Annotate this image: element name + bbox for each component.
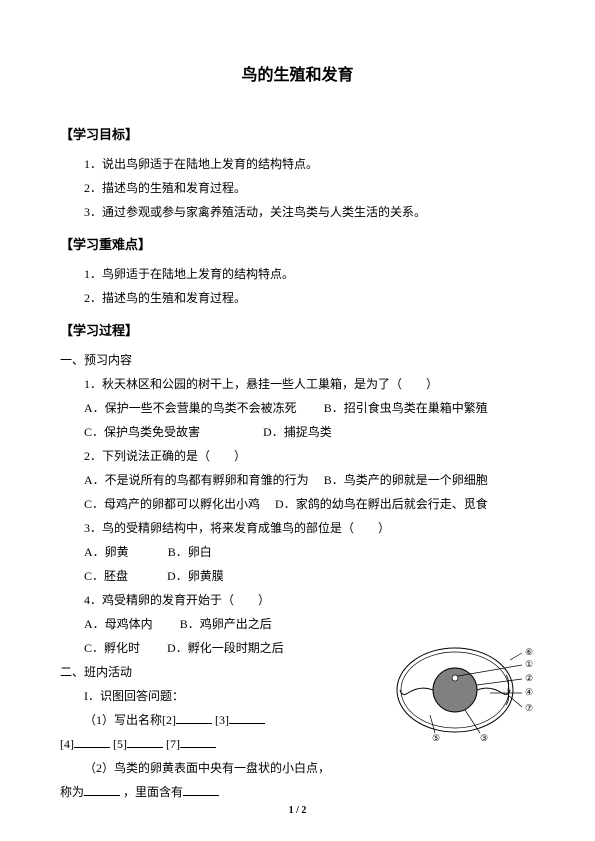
activity-line2: [4] [5] [7]: [60, 732, 370, 756]
difficulties-header: 【学习重难点】: [60, 232, 535, 258]
activity-line2-p1: [4]: [60, 737, 74, 751]
q2-option-c: C．母鸡产的卵都可以孵化出小鸡: [84, 497, 260, 511]
q1-options-row2: C．保护鸟类免受故害 D．捕捉鸟类: [60, 420, 535, 444]
activity-line1-mid: [3]: [215, 713, 229, 727]
q3-option-b: B．卵白: [168, 545, 212, 559]
q4-options-row1: A．母鸡体内 B．鸡卵产出之后: [60, 612, 535, 636]
page-footer: 1 / 2: [0, 805, 595, 816]
activity-line4-mid: ，里面含有: [123, 785, 183, 799]
diagram-label: ①: [525, 659, 533, 669]
q2-option-a: A．不是说所有的鸟都有孵卵和育雏的行为: [84, 473, 309, 487]
q2-stem: 2．下列说法正确的是（ ）: [60, 444, 535, 468]
q4-option-b: B．鸡卵产出之后: [180, 617, 272, 631]
q2-option-d: D．家鸽的幼鸟在孵出后就会行走、觅食: [275, 497, 488, 511]
objective-item: 1．说出鸟卵适于在陆地上发育的结构特点。: [60, 152, 535, 176]
difficulty-item: 1．鸟卵适于在陆地上发育的结构特点。: [60, 262, 535, 286]
q3-stem: 3．鸟的受精卵结构中，将来发育成雏鸟的部位是（ ）: [60, 516, 535, 540]
q3-option-c: C．胚盘: [84, 569, 128, 583]
activity-line1-prefix: （1）写出名称[2]: [84, 713, 176, 727]
preview-header: 一、预习内容: [60, 348, 535, 372]
q3-option-a: A．卵黄: [84, 545, 129, 559]
q4-stem: 4．鸡受精卵的发育开始于（ ）: [60, 588, 535, 612]
activity-line4: 称为 ，里面含有: [60, 780, 370, 804]
blank-field[interactable]: [229, 711, 265, 724]
objective-item: 3．通过参观或参与家禽养殖活动，关注鸟类与人类生活的关系。: [60, 200, 535, 224]
blank-field[interactable]: [84, 783, 120, 796]
q2-options-row2: C．母鸡产的卵都可以孵化出小鸡 D．家鸽的幼鸟在孵出后就会行走、觅食: [60, 492, 535, 516]
blank-field[interactable]: [180, 735, 216, 748]
activity-line2-p3: [7]: [166, 737, 180, 751]
q4-option-a: A．母鸡体内: [84, 617, 153, 631]
activity-subheader: I．识图回答问题：: [60, 684, 370, 708]
objectives-header: 【学习目标】: [60, 122, 535, 148]
activity-line2-p2: [5]: [113, 737, 127, 751]
q3-options-row1: A．卵黄 B．卵白: [60, 540, 535, 564]
process-header: 【学习过程】: [60, 318, 535, 344]
activity-line1: （1）写出名称[2] [3]: [60, 708, 370, 732]
q4-option-c: C．孵化时: [84, 641, 140, 655]
diagram-label: ④: [525, 687, 533, 697]
activity-line3: （2）鸟类的卵黄表面中央有一盘状的小白点，: [60, 756, 370, 780]
q4-option-d: D．孵化一段时期之后: [167, 641, 284, 655]
q3-option-d: D．卵黄膜: [167, 569, 224, 583]
blank-field[interactable]: [74, 735, 110, 748]
blank-field[interactable]: [127, 735, 163, 748]
q1-option-d: D．捕捉鸟类: [263, 425, 332, 439]
egg-diagram: ⑥ ① ② ④ ⑦ ③ ⑤: [390, 635, 535, 745]
blank-field[interactable]: [176, 711, 212, 724]
diagram-label: ②: [525, 673, 533, 683]
q2-options-row1: A．不是说所有的鸟都有孵卵和育雏的行为 B．鸟类产的卵就是一个卵细胞: [60, 468, 535, 492]
q1-options-row1: A．保护一些不会营巢的鸟类不会被冻死 B．招引食虫鸟类在巢箱中繁殖: [60, 396, 535, 420]
difficulty-item: 2．描述鸟的生殖和发育过程。: [60, 286, 535, 310]
q1-option-a: A．保护一些不会营巢的鸟类不会被冻死: [84, 401, 297, 415]
activity-content: I．识图回答问题： （1）写出名称[2] [3] [4] [5] [7] （2）…: [60, 684, 370, 804]
page-title: 鸟的生殖和发育: [60, 60, 535, 92]
diagram-label: ⑤: [432, 733, 440, 743]
activity-line4-prefix: 称为: [60, 785, 84, 799]
objective-item: 2．描述鸟的生殖和发育过程。: [60, 176, 535, 200]
q1-option-c: C．保护鸟类免受故害: [84, 425, 200, 439]
q3-options-row2: C．胚盘 D．卵黄膜: [60, 564, 535, 588]
blank-field[interactable]: [183, 783, 219, 796]
diagram-label: ⑦: [525, 703, 533, 713]
diagram-label: ⑥: [525, 647, 533, 657]
q1-option-b: B．招引食虫鸟类在巢箱中繁殖: [324, 401, 488, 415]
diagram-label: ③: [480, 733, 488, 743]
q2-option-b: B．鸟类产的卵就是一个卵细胞: [324, 473, 488, 487]
q1-stem: 1．秋天林区和公园的树干上，悬挂一些人工巢箱，是为了（ ）: [60, 372, 535, 396]
